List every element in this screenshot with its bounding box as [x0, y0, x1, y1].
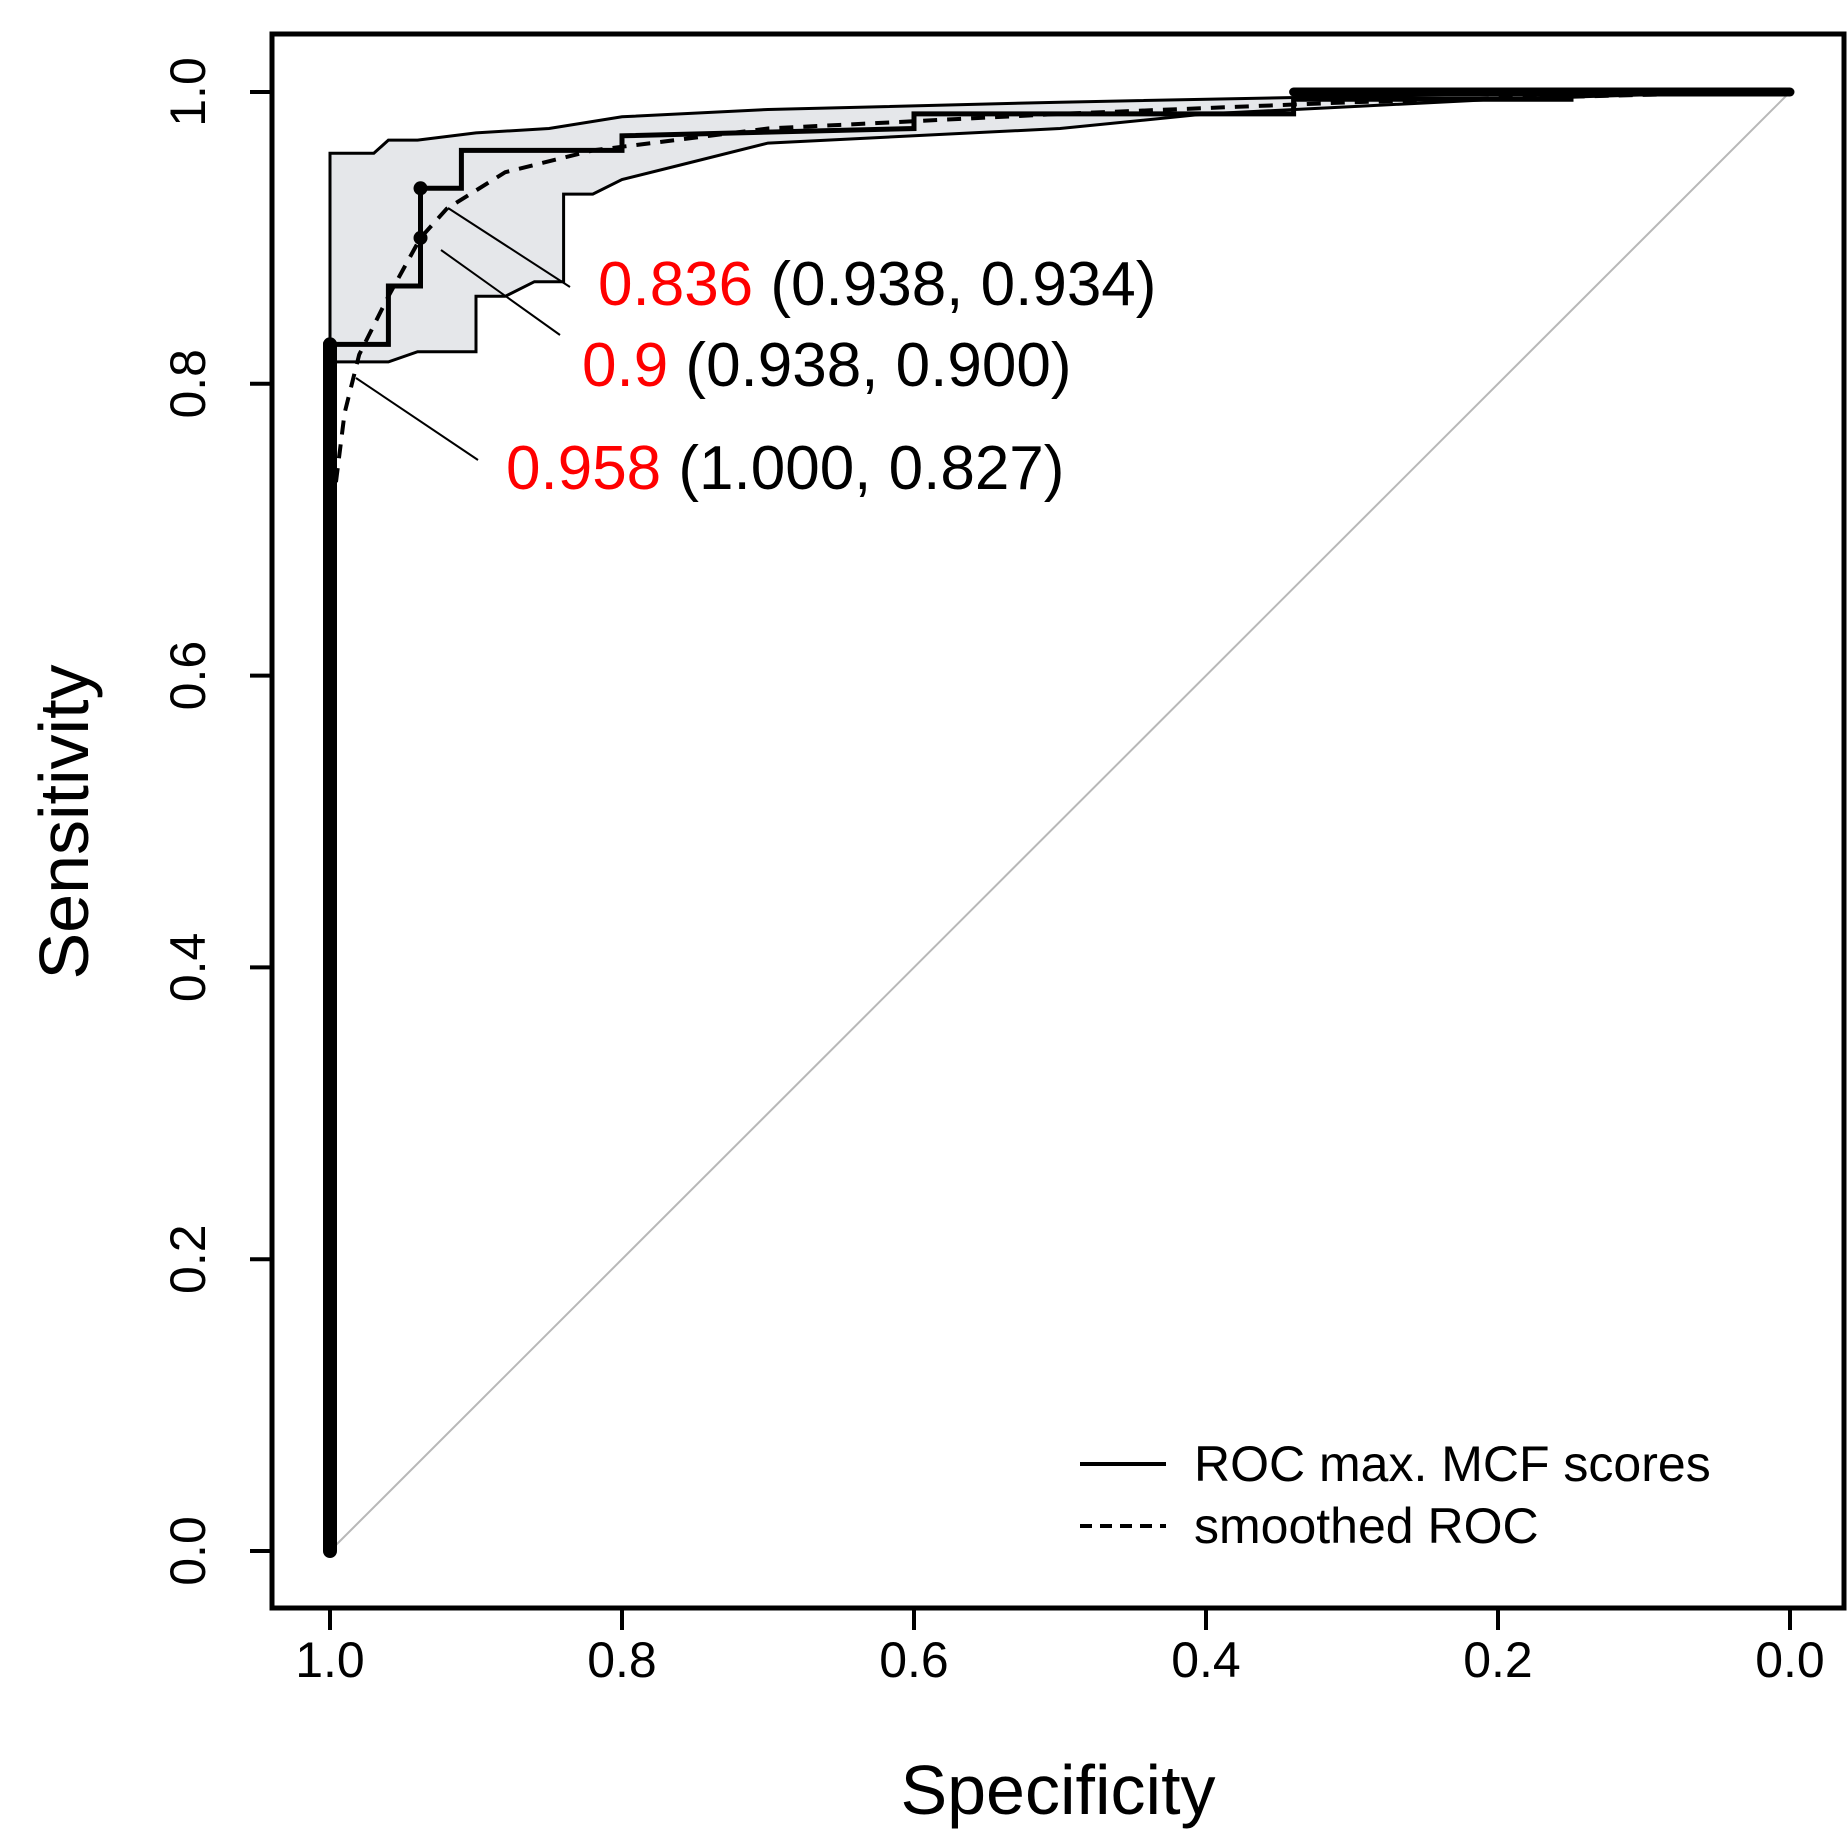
smoothed-roc-line	[328, 90, 1791, 530]
x-tick-label: 0.4	[1171, 1632, 1241, 1688]
y-tick-label: 0.0	[160, 1516, 216, 1586]
y-tick-label: 1.0	[160, 57, 216, 127]
y-tick-label: 0.8	[160, 349, 216, 419]
threshold-label: 0.958 (1.000, 0.827)	[506, 434, 1064, 503]
legend: ROC max. MCF scores smoothed ROC	[1080, 1436, 1711, 1554]
threshold-coords: (0.938, 0.934)	[753, 250, 1156, 319]
plot-frame	[269, 31, 1847, 1611]
roc-curve-line	[327, 89, 1790, 1551]
y-tick-label: 0.6	[160, 641, 216, 711]
x-tick-label: 1.0	[295, 1632, 365, 1688]
threshold-coords: (0.938, 0.900)	[668, 331, 1071, 400]
diagonal-reference-line	[329, 91, 1791, 1552]
threshold-point	[413, 181, 428, 196]
threshold-leader-line	[355, 377, 479, 461]
threshold-value: 0.836	[598, 250, 753, 319]
legend-label: smoothed ROC	[1194, 1498, 1539, 1554]
x-tick-label: 0.0	[1755, 1632, 1825, 1688]
x-tick-label: 0.6	[879, 1632, 949, 1688]
threshold-point	[323, 337, 337, 352]
x-tick-label: 0.8	[587, 1632, 657, 1688]
threshold-point	[413, 230, 428, 245]
threshold-coords: (1.000, 0.827)	[661, 434, 1064, 503]
threshold-label: 0.836 (0.938, 0.934)	[598, 250, 1156, 319]
plot-area	[323, 87, 1795, 1558]
confidence-band	[328, 90, 1791, 364]
threshold-leader-line	[440, 249, 561, 336]
x-tick-label: 0.2	[1463, 1632, 1533, 1688]
axes: 1.0 0.8 0.6 0.4 0.2 0.0 0.0 0.2 0.4 0.6 0.8 1.0	[160, 31, 1847, 1688]
legend-label: ROC max. MCF scores	[1194, 1436, 1711, 1492]
threshold-annotations: 0.836 (0.938, 0.934)0.9 (0.938, 0.900)0.…	[323, 181, 1156, 503]
y-axis-title: Sensitivity	[25, 664, 103, 979]
threshold-value: 0.9	[582, 331, 668, 400]
threshold-label: 0.9 (0.938, 0.900)	[582, 331, 1071, 400]
threshold-value: 0.958	[506, 434, 661, 503]
y-tick-label: 0.4	[160, 933, 216, 1003]
y-tick-label: 0.2	[160, 1224, 216, 1294]
x-axis-title: Specificity	[900, 1751, 1215, 1829]
threshold-leader-line	[447, 207, 571, 288]
